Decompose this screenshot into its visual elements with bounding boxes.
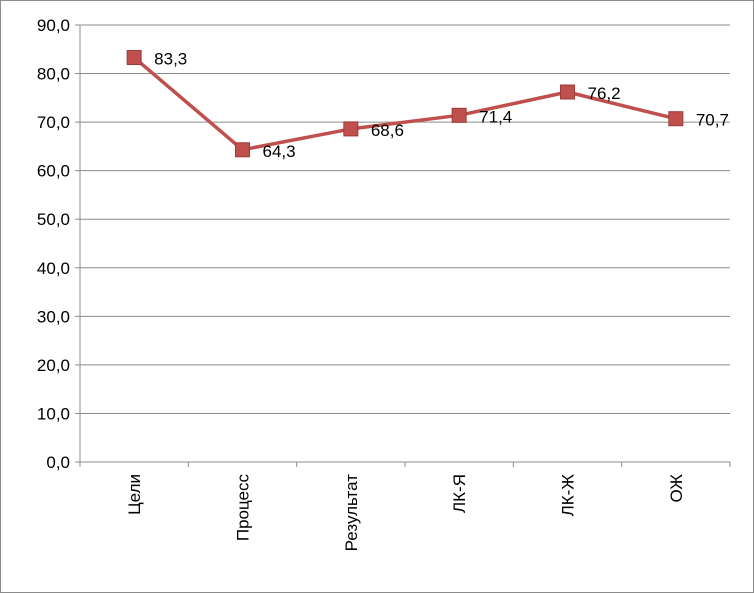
data-point-marker	[343, 121, 359, 137]
data-point-marker	[451, 107, 467, 123]
x-tick-label: Процесс	[234, 474, 253, 542]
y-tick-label: 30,0	[37, 307, 70, 326]
y-tick-label: 90,0	[37, 16, 70, 35]
y-tick-label: 50,0	[37, 210, 70, 229]
series-line	[133, 56, 677, 152]
data-point-marker	[668, 111, 684, 127]
data-label: 76,2	[588, 84, 621, 103]
data-label: 64,3	[263, 142, 296, 161]
gridlines	[80, 24, 730, 463]
data-point-marker	[560, 84, 575, 100]
y-axis-tick-labels: 0,0 10,0 20,0 30,0 40,0 50,0 60,0 70,0 80,0 90,0	[37, 16, 70, 472]
axes	[75, 24, 731, 467]
data-point-marker	[235, 142, 250, 158]
y-tick-label: 60,0	[37, 162, 70, 181]
y-tick-label: 40,0	[37, 259, 70, 278]
data-labels: 83,3 64,3 68,6 71,4 76,2 70,7	[154, 50, 729, 161]
data-label: 70,7	[696, 111, 729, 130]
data-label: 68,6	[371, 121, 404, 140]
x-tick-label: ОЖ	[667, 474, 686, 503]
x-tick-label: ЛК-Ж	[559, 474, 578, 517]
x-tick-label: ЛК-Я	[450, 474, 469, 513]
data-label: 83,3	[154, 50, 187, 69]
y-tick-label: 10,0	[37, 404, 70, 423]
series-markers	[126, 50, 684, 158]
data-point-marker	[126, 50, 142, 66]
y-tick-label: 70,0	[37, 113, 70, 132]
y-tick-label: 20,0	[37, 356, 70, 375]
y-tick-label: 0,0	[46, 453, 70, 472]
x-tick-label: Результат	[342, 474, 361, 552]
data-label: 71,4	[479, 107, 512, 126]
x-tick-label: Цели	[125, 474, 144, 515]
y-tick-label: 80,0	[37, 65, 70, 84]
series-line	[133, 56, 677, 152]
x-axis-tick-labels: Цели Процесс Результат ЛК-Я ЛК-Ж ОЖ	[125, 474, 686, 552]
